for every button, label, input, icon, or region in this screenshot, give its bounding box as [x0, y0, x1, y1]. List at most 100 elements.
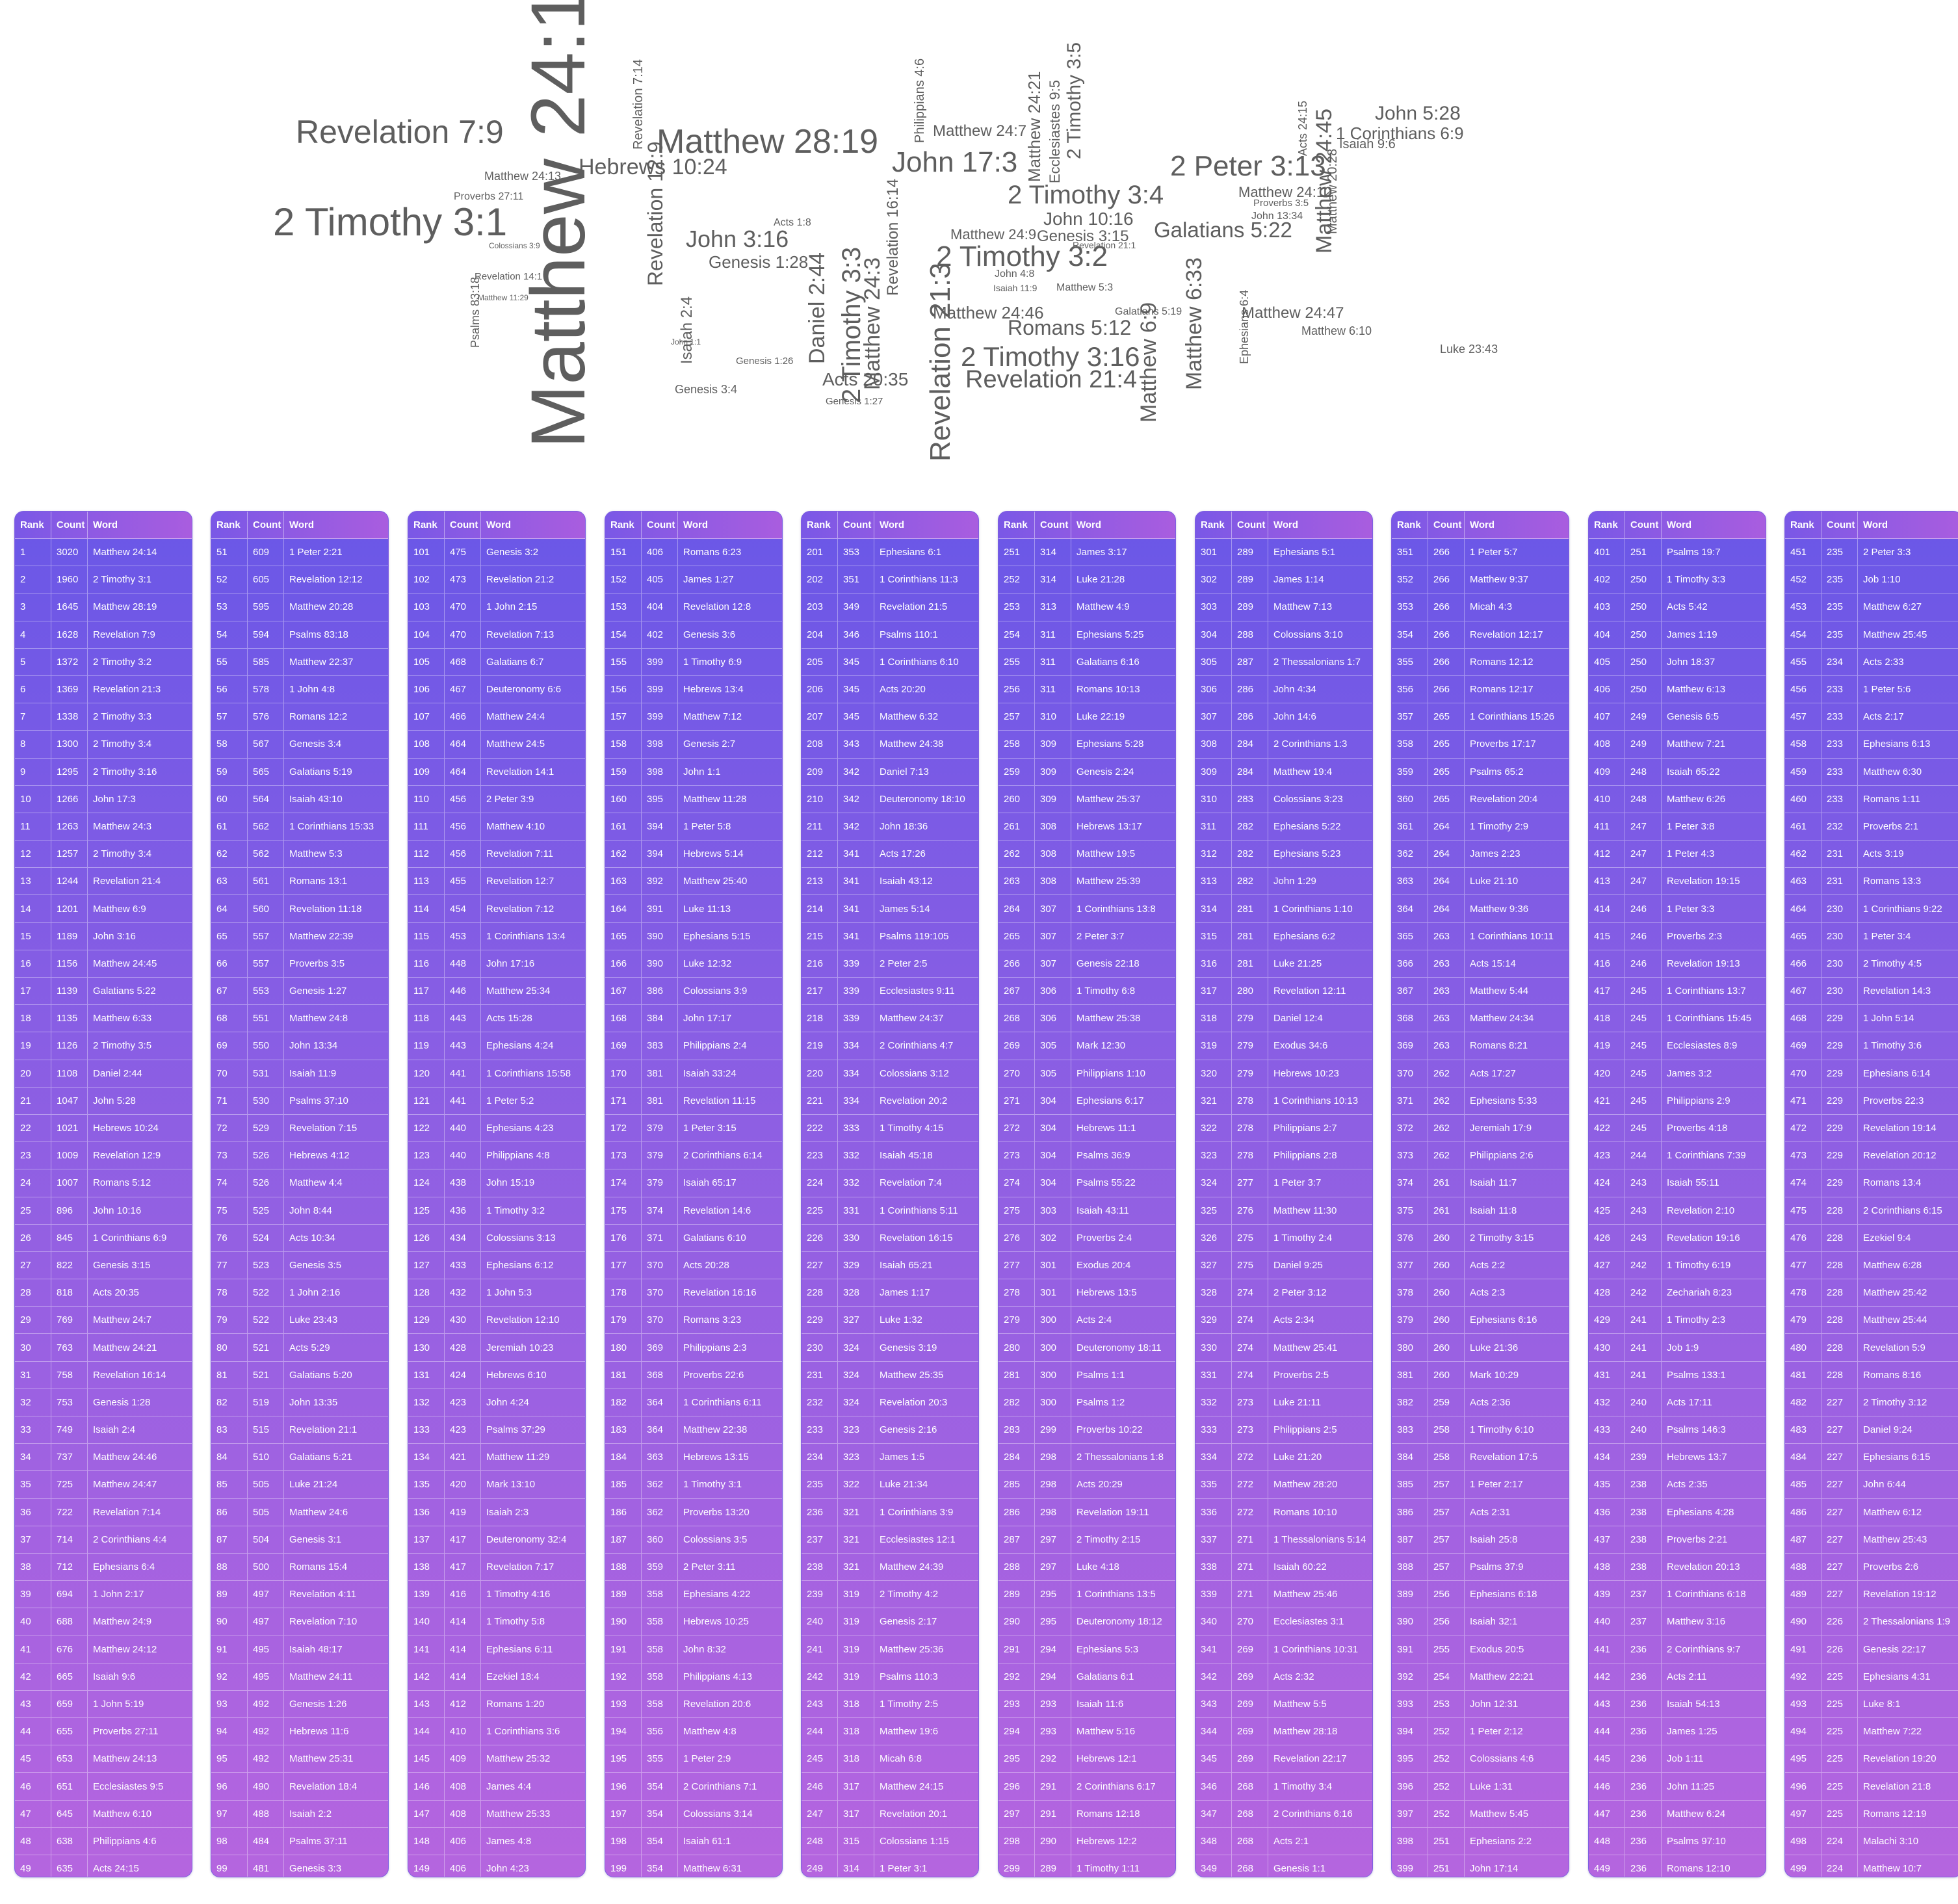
cell-word: Acts 2:31: [1470, 1506, 1511, 1518]
cell-word: Proverbs 2:6: [1863, 1561, 1919, 1573]
table-row: 156 399 Hebrews 13:4: [605, 675, 782, 704]
cell-rank: 443: [1589, 1690, 1625, 1718]
cell-count: 235: [1821, 593, 1858, 621]
table-row: 141 414 Ephesians 6:11: [408, 1636, 585, 1663]
cell-rank: 101: [408, 539, 445, 566]
cell-count: 298: [1035, 1444, 1071, 1471]
cell-rank: 4: [15, 621, 51, 648]
table-row: 303 289 Matthew 7:13: [1195, 593, 1372, 621]
cell-word: Hebrews 10:23: [1273, 1067, 1339, 1079]
table-row: 423 244 1 Corinthians 7:39: [1589, 1142, 1766, 1170]
cell-word: Proverbs 22:3: [1863, 1095, 1924, 1106]
cell-word: Romans 1:20: [486, 1698, 545, 1710]
cell-word: Daniel 9:24: [1863, 1424, 1912, 1436]
cell-word: Romans 8:16: [1863, 1369, 1922, 1381]
cell-rank: 62: [211, 841, 248, 868]
cell-word: Philippians 2:6: [1470, 1150, 1534, 1162]
cell-count: 1960: [51, 566, 88, 593]
cell-rank: 196: [605, 1773, 642, 1800]
cell-word: Revelation 12:8: [683, 601, 751, 613]
cell-count: 456: [445, 785, 481, 813]
cell-count: 300: [1035, 1307, 1071, 1334]
cell-count: 490: [248, 1773, 284, 1800]
table-row: 410 248 Matthew 6:26: [1589, 785, 1766, 813]
cell-count: 318: [838, 1745, 874, 1773]
cell-count: 301: [1035, 1279, 1071, 1307]
table-row: 416 246 Revelation 19:13: [1589, 950, 1766, 978]
table-row: 153 404 Revelation 12:8: [605, 593, 782, 621]
cloud-word: Isaiah 11:9: [993, 283, 1038, 293]
cell-word: Luke 21:24: [289, 1479, 338, 1491]
cell-count: 227: [1821, 1498, 1858, 1526]
table-row: 67 553 Genesis 1:27: [211, 978, 388, 1006]
table-row: 5 1372 2 Timothy 3:2: [15, 648, 192, 676]
cell-rank: 217: [802, 978, 838, 1005]
cell-count: 564: [248, 785, 284, 813]
cell-word: Malachi 3:10: [1863, 1835, 1919, 1847]
cell-word: Matthew 3:16: [1667, 1616, 1726, 1628]
table-row: 185 362 1 Timothy 3:1: [605, 1471, 782, 1499]
cell-count: 259: [1428, 1389, 1465, 1416]
cell-word: Revelation 20:2: [880, 1095, 948, 1106]
cell-word: Matthew 6:31: [683, 1863, 742, 1875]
table-row: 22 1021 Hebrews 10:24: [15, 1114, 192, 1143]
cell-rank: 56: [211, 675, 248, 703]
cell-count: 265: [1428, 785, 1465, 813]
cell-rank: 164: [605, 895, 642, 922]
cell-rank: 465: [1785, 922, 1821, 950]
table-row: 42 665 Isaiah 9:6: [15, 1663, 192, 1691]
table-header: Rank Count Word: [1195, 512, 1372, 539]
cell-word: Isaiah 11:7: [1470, 1177, 1517, 1189]
cell-rank: 213: [802, 868, 838, 895]
cell-count: 226: [1821, 1636, 1858, 1663]
cell-rank: 482: [1785, 1389, 1821, 1416]
header-word: Word: [1077, 519, 1102, 530]
cell-word: Hebrews 10:24: [93, 1123, 159, 1134]
table-row: 254 311 Ephesians 5:25: [999, 621, 1175, 649]
cell-word: 1 Peter 2:21: [289, 547, 343, 558]
cell-rank: 422: [1589, 1114, 1625, 1142]
cell-rank: 479: [1785, 1307, 1821, 1334]
table-row: 127 433 Ephesians 6:12: [408, 1251, 585, 1280]
table-row: 24 1007 Romans 5:12: [15, 1169, 192, 1197]
table-row: 349 268 Genesis 1:1: [1195, 1855, 1372, 1877]
cell-word: Isaiah 65:17: [683, 1177, 737, 1189]
table-row: 320 279 Hebrews 10:23: [1195, 1060, 1372, 1088]
cell-word: Romans 12:19: [1863, 1808, 1927, 1819]
header-word: Word: [683, 519, 709, 530]
table-row: 347 268 2 Corinthians 6:16: [1195, 1800, 1372, 1828]
cell-word: Matthew 4:8: [683, 1726, 737, 1738]
cell-word: James 1:17: [880, 1287, 930, 1299]
cell-word: 2 Timothy 4:5: [1863, 958, 1922, 969]
table-row: 406 250 Matthew 6:13: [1589, 675, 1766, 704]
table-row: 492 225 Ephesians 4:31: [1785, 1663, 1958, 1691]
cell-word: Matthew 5:44: [1470, 985, 1529, 997]
cell-rank: 119: [408, 1032, 445, 1060]
cell-word: Revelation 18:4: [289, 1780, 358, 1792]
cell-count: 264: [1428, 841, 1465, 868]
cell-rank: 205: [802, 648, 838, 675]
table-row: 117 446 Matthew 25:34: [408, 978, 585, 1006]
cell-word: Ephesians 5:3: [1077, 1643, 1139, 1655]
cell-rank: 223: [802, 1142, 838, 1169]
table-row: 334 272 Luke 21:20: [1195, 1444, 1372, 1472]
table-row: 223 332 Isaiah 45:18: [802, 1142, 978, 1170]
cell-word: Ephesians 6:18: [1470, 1589, 1537, 1600]
cell-count: 609: [248, 539, 284, 566]
table-row: 96 490 Revelation 18:4: [211, 1773, 388, 1801]
cell-count: 233: [1821, 703, 1858, 731]
cell-count: 410: [445, 1718, 481, 1745]
cell-rank: 375: [1392, 1197, 1428, 1224]
rank-table: Rank Count Word 301 289 Ephesians 5:1 302 289 Ja…: [1195, 511, 1373, 1877]
cell-word: James 4:8: [486, 1835, 532, 1847]
cell-count: 304: [1035, 1169, 1071, 1197]
cell-word: Ecclesiastes 12:1: [880, 1533, 956, 1545]
cell-count: 492: [248, 1718, 284, 1745]
cell-count: 265: [1428, 758, 1465, 785]
cell-rank: 322: [1195, 1114, 1232, 1142]
cell-rank: 416: [1589, 950, 1625, 977]
table-row: 491 226 Genesis 22:17: [1785, 1636, 1958, 1663]
cell-count: 266: [1428, 621, 1465, 648]
table-row: 120 441 1 Corinthians 15:58: [408, 1060, 585, 1088]
table-row: 182 364 1 Corinthians 6:11: [605, 1389, 782, 1416]
